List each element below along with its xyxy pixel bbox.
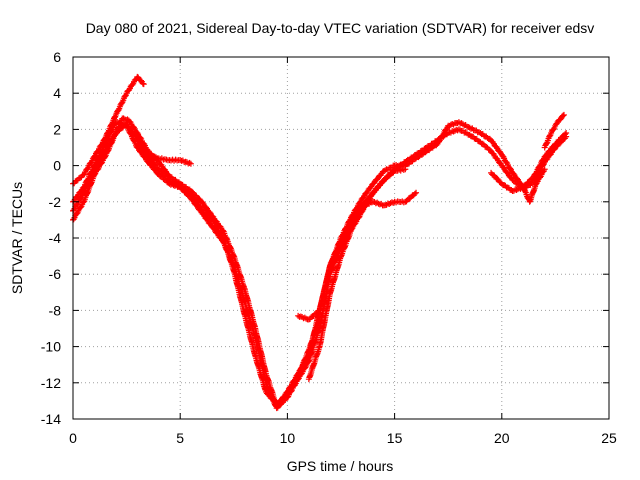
- y-tick-label: -12: [41, 375, 61, 391]
- data-point: [510, 170, 517, 177]
- y-tick-label: 6: [53, 49, 61, 65]
- data-point: [127, 130, 134, 137]
- series-track-8: [488, 166, 548, 205]
- data-point: [560, 112, 567, 119]
- data-point: [187, 160, 194, 167]
- data-point: [543, 140, 550, 147]
- data-point: [77, 195, 84, 202]
- data-point: [369, 191, 376, 198]
- data-point: [382, 167, 389, 174]
- data-point: [500, 164, 507, 171]
- data-point: [541, 166, 548, 173]
- data-point: [359, 207, 366, 214]
- data-point: [102, 140, 109, 147]
- data-point: [217, 230, 224, 237]
- data-point: [189, 193, 196, 200]
- chart-title: Day 080 of 2021, Sidereal Day-to-day VTE…: [86, 20, 595, 36]
- data-point: [108, 127, 115, 134]
- series-track-2: [70, 120, 570, 412]
- data-point: [513, 175, 520, 182]
- series-track-5: [70, 119, 323, 408]
- data-point: [122, 92, 129, 99]
- data-point: [507, 165, 514, 172]
- data-point: [183, 159, 190, 166]
- data-point: [80, 184, 87, 191]
- data-point: [91, 162, 98, 169]
- data-point: [504, 169, 511, 176]
- series-track-4: [134, 140, 194, 167]
- data-point: [115, 106, 122, 113]
- data-point: [459, 121, 466, 128]
- data-point: [557, 139, 564, 146]
- y-tick-label: -2: [49, 194, 62, 210]
- x-tick-label: 20: [494, 430, 510, 446]
- x-tick-label: 25: [601, 430, 617, 446]
- x-tick-label: 15: [387, 430, 403, 446]
- data-point: [341, 232, 348, 239]
- data-point: [316, 316, 323, 323]
- data-point: [186, 159, 193, 166]
- data-point: [153, 154, 160, 161]
- x-axis-label: GPS time / hours: [287, 458, 394, 474]
- y-tick-label: 2: [53, 121, 61, 137]
- data-point: [327, 262, 334, 269]
- data-point: [374, 176, 381, 183]
- series-track-6: [295, 189, 420, 323]
- data-point: [151, 166, 158, 173]
- data-point: [560, 111, 567, 118]
- data-point: [455, 119, 462, 126]
- data-point: [413, 189, 420, 196]
- data-point: [299, 313, 306, 320]
- data-point: [367, 184, 374, 191]
- data-point: [193, 198, 200, 205]
- data-point: [494, 176, 501, 183]
- x-tick-label: 5: [176, 430, 184, 446]
- data-point: [213, 224, 220, 231]
- data-point: [402, 166, 409, 173]
- y-tick-label: -14: [41, 411, 61, 427]
- data-point: [140, 81, 147, 88]
- x-tick-label: 10: [280, 430, 296, 446]
- data-point: [277, 397, 284, 404]
- data-point: [557, 116, 564, 123]
- data-point: [411, 190, 418, 197]
- data-point: [338, 238, 344, 245]
- data-point: [295, 312, 302, 319]
- data-point: [118, 99, 125, 106]
- y-tick-label: -4: [49, 230, 62, 246]
- data-point: [137, 148, 144, 155]
- series-track-3: [70, 73, 147, 187]
- data-point: [550, 126, 557, 133]
- data-point: [386, 172, 393, 179]
- data-point: [77, 204, 84, 211]
- data-point: [120, 121, 127, 128]
- y-tick-label: -10: [41, 339, 61, 355]
- y-axis-label: SDTVAR / TECUs: [9, 182, 25, 294]
- data-point: [362, 203, 369, 210]
- data-point: [84, 165, 91, 172]
- data-point: [88, 169, 95, 176]
- data-point: [129, 81, 136, 88]
- data-points: [70, 73, 570, 412]
- data-point: [199, 199, 206, 206]
- data-point: [371, 198, 378, 205]
- y-tick-label: -8: [49, 302, 62, 318]
- data-point: [145, 151, 152, 158]
- y-tick-label: -6: [49, 266, 62, 282]
- data-point: [94, 156, 101, 163]
- data-point: [203, 204, 210, 211]
- data-point: [466, 124, 473, 131]
- y-tick-label: 0: [53, 158, 61, 174]
- data-point: [546, 132, 553, 139]
- data-point: [288, 384, 295, 391]
- series-track-7: [305, 166, 409, 383]
- data-point: [563, 133, 570, 140]
- series-track-9: [541, 111, 567, 151]
- data-point: [510, 187, 517, 194]
- x-tick-label: 0: [69, 430, 77, 446]
- axis-ticks: 0 5 10 15 20 25 -14 -12 -10 -8 -6 -4 -2 0 2 4 6: [41, 49, 617, 446]
- y-tick-label: 4: [53, 85, 61, 101]
